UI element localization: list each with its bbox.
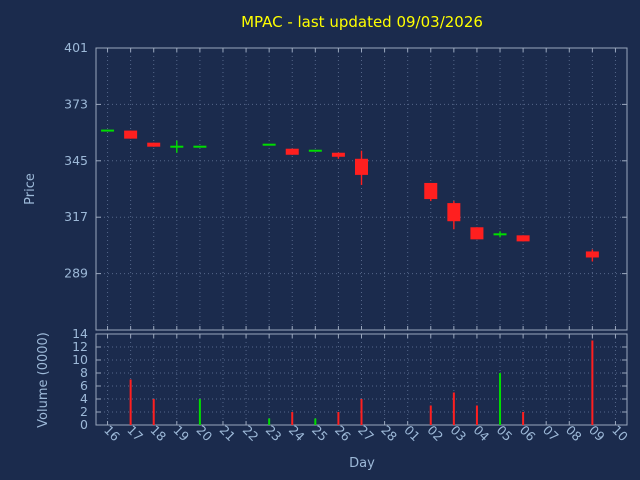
day-tick-label: 03 (447, 422, 469, 444)
candle-body (262, 143, 276, 146)
day-tick-label: 22 (240, 422, 262, 444)
day-tick-label: 28 (378, 422, 400, 444)
candle-body (331, 152, 345, 157)
day-tick-label: 17 (124, 422, 146, 444)
volume-tick-label: 14 (72, 326, 88, 341)
day-tick-label: 24 (286, 422, 308, 444)
price-axis-label: Price (23, 173, 38, 205)
candle-body (447, 203, 461, 222)
day-tick-label: 18 (147, 422, 169, 444)
volume-tick-label: 6 (80, 378, 88, 393)
candle-body (424, 182, 438, 200)
volume-tick-label: 8 (80, 365, 88, 380)
candle-body (124, 130, 138, 139)
candle-body (285, 148, 299, 155)
price-tick-label: 317 (64, 209, 88, 224)
day-tick-label: 05 (494, 422, 516, 444)
candle-body (516, 235, 530, 242)
volume-axis-label: Volume (0000) (36, 332, 51, 428)
day-tick-label: 07 (540, 422, 562, 444)
day-tick-label: 16 (101, 422, 123, 444)
volume-tick-label: 2 (80, 404, 88, 419)
candle-body (470, 227, 484, 240)
volume-tick-label: 12 (72, 339, 88, 354)
volume-tick-label: 0 (80, 417, 88, 432)
day-tick-label: 10 (609, 422, 631, 444)
candle-body (355, 158, 368, 175)
price-tick-label: 401 (64, 40, 88, 55)
price-panel-border (95, 47, 628, 331)
day-tick-label: 23 (263, 422, 285, 444)
candle-body (147, 142, 161, 147)
price-tick-label: 373 (64, 96, 88, 111)
day-tick-label: 19 (170, 422, 192, 444)
candle-body (193, 145, 207, 148)
candle-body (170, 145, 184, 148)
day-tick-label: 06 (517, 422, 539, 444)
volume-tick-label: 4 (80, 391, 88, 406)
day-tick-label: 25 (309, 422, 331, 444)
day-tick-label: 27 (355, 422, 377, 444)
candle-body (493, 233, 507, 236)
price-tick-label: 345 (64, 153, 88, 168)
day-tick-label: 26 (332, 422, 354, 444)
day-tick-label: 04 (471, 422, 493, 444)
day-tick-label: 21 (217, 422, 239, 444)
chart-title: MPAC - last updated 09/03/2026 (241, 13, 483, 31)
day-tick-label: 20 (194, 422, 216, 444)
candle-body (101, 129, 115, 132)
day-axis-label: Day (349, 456, 375, 471)
day-tick-label: 02 (424, 422, 446, 444)
volume-tick-label: 10 (72, 352, 88, 367)
day-tick-label: 01 (401, 422, 423, 444)
candle-body (308, 149, 322, 152)
day-tick-label: 09 (586, 422, 608, 444)
day-tick-label: 08 (563, 422, 585, 444)
price-tick-label: 289 (64, 266, 88, 281)
candle-body (585, 251, 599, 258)
